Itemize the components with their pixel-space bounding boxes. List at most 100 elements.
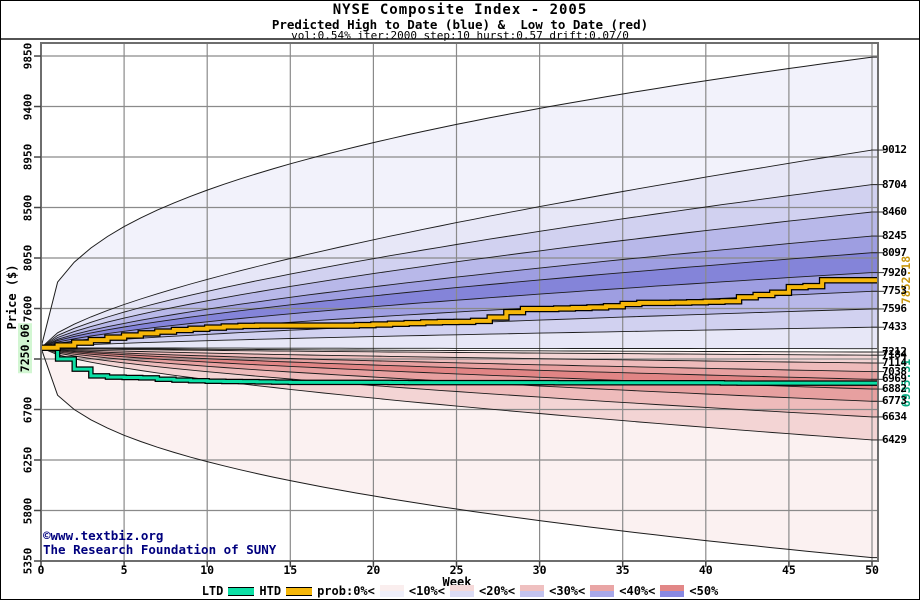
band-boundary-curve [40, 149, 878, 349]
envelope-curve [40, 56, 878, 348]
y-tick-label: 8950 [21, 143, 35, 171]
legend-probability-swatch [520, 585, 545, 597]
high-probability-band [41, 184, 878, 348]
swatch-low-color [660, 591, 685, 597]
swatch-high-color [660, 585, 685, 591]
right-axis-value-label: 6773 [882, 394, 907, 408]
low-probability-band [41, 347, 878, 440]
x-tick-label: 35 [615, 563, 630, 577]
swatch-low-color [450, 591, 474, 597]
x-tick-label: 40 [698, 563, 713, 577]
right-axis-value-label: 8097 [882, 245, 907, 259]
low-probability-band [41, 347, 878, 390]
y-tick-label: 7600 [21, 295, 35, 322]
low-probability-band [41, 347, 878, 372]
htd-line [41, 278, 878, 350]
high-probability-band [41, 212, 878, 348]
y-tick-label: 9850 [21, 42, 35, 70]
right-axis-value-label: 6634 [882, 409, 907, 423]
band-boundary-curve [40, 347, 878, 380]
y-tick-label: 8050 [21, 244, 35, 272]
band-boundary-curve [40, 347, 878, 364]
start-price-label: 7250.06 [18, 322, 32, 374]
swatch-high-color [450, 585, 474, 591]
watermark: ©www.textbiz.org The Research Foundation… [43, 529, 276, 557]
swatch-high-color [520, 585, 545, 591]
legend-label: <50% [689, 584, 719, 598]
legend-label: LTD [201, 584, 224, 598]
y-tick-label: 5800 [21, 497, 35, 524]
high-probability-band [41, 309, 878, 348]
legend-label: <40%< [619, 584, 656, 598]
x-tick-label: 30 [532, 563, 547, 577]
band-boundary-curve [40, 347, 878, 356]
legend-probability-swatch [379, 585, 404, 597]
right-axis-value-label: 7433 [882, 320, 907, 334]
y-tick-label: 8500 [21, 194, 35, 221]
chart-subtitle: Predicted High to Date (blue) & Low to D… [271, 17, 649, 32]
legend-probability-swatch [450, 585, 474, 597]
x-tick-label: 5 [120, 563, 128, 577]
y-tick-label: 6250 [21, 446, 35, 474]
x-tick-label: 0 [37, 563, 45, 577]
band-boundary-curve [40, 326, 878, 349]
ltd-line [41, 346, 878, 385]
legend-line-swatch-htd [286, 586, 313, 596]
low-probability-band [41, 347, 878, 402]
plot-border [40, 42, 879, 562]
probability-outer-band-low [41, 347, 878, 558]
band-boundary-curve [40, 211, 878, 349]
legend-label: <30%< [549, 584, 586, 598]
legend-line-swatch-ltd [228, 586, 255, 596]
watermark-line2: The Research Foundation of SUNY [43, 542, 277, 557]
band-boundary-curve [40, 272, 878, 349]
x-tick-label: 45 [781, 563, 796, 577]
band-boundary-curve [41, 347, 878, 350]
right-axis-value-label: 7920 [882, 265, 907, 279]
y-axis-title: Price ($) [5, 264, 19, 330]
x-tick-label: 50 [865, 563, 879, 577]
band-boundary-curve [40, 347, 878, 373]
swatch-high-color [379, 585, 404, 591]
y-tick-label: 5350 [21, 547, 35, 575]
y-tick-label: 6700 [21, 396, 35, 423]
right-axis-value-label: 8245 [882, 229, 907, 243]
band-boundary-curve [40, 252, 878, 349]
band-boundary-curve [40, 347, 878, 353]
legend-label: HTD [259, 584, 282, 598]
right-axis-value-label: 6969 [882, 372, 907, 386]
right-axis-value-label: 7114 [882, 356, 907, 370]
probability-outer-band-high [41, 57, 878, 348]
x-tick-label: 10 [200, 563, 215, 577]
band-boundary-curve [40, 184, 878, 349]
high-probability-band [41, 272, 878, 348]
swatch-high-color [590, 585, 615, 591]
right-axis-value-label: 9012 [882, 143, 907, 157]
high-probability-band [41, 252, 878, 348]
swatch-low-color [590, 591, 615, 597]
low-probability-band [41, 347, 878, 380]
band-boundary-curve [40, 235, 878, 349]
legend: LTD HTD prob:0%< <10%< <20%< <30%< <40%< <50% [1, 584, 919, 598]
right-axis-value-label: 7753 [882, 284, 907, 298]
legend-label: <10%< [408, 584, 445, 598]
high-probability-band [41, 327, 878, 349]
high-probability-band [41, 236, 878, 348]
x-tick-label: 25 [449, 563, 464, 577]
right-axis-value-label: 6429 [882, 432, 907, 446]
right-axis-value-label: 7184 [882, 348, 907, 362]
right-axis-value-label: 7596 [882, 301, 907, 315]
right-axis-value-label: 7038 [882, 364, 907, 378]
legend-probability-swatch [590, 585, 615, 597]
envelope-curve [40, 347, 878, 559]
legend-label: <20%< [479, 584, 516, 598]
swatch-low-color [520, 591, 545, 597]
legend-probability-swatch [660, 585, 685, 597]
band-boundary-curve [40, 347, 878, 418]
x-tick-label: 15 [283, 563, 298, 577]
right-axis-value-label: 8460 [882, 205, 907, 218]
y-tick-label: 9400 [21, 93, 35, 120]
x-tick-label: 20 [366, 563, 381, 577]
